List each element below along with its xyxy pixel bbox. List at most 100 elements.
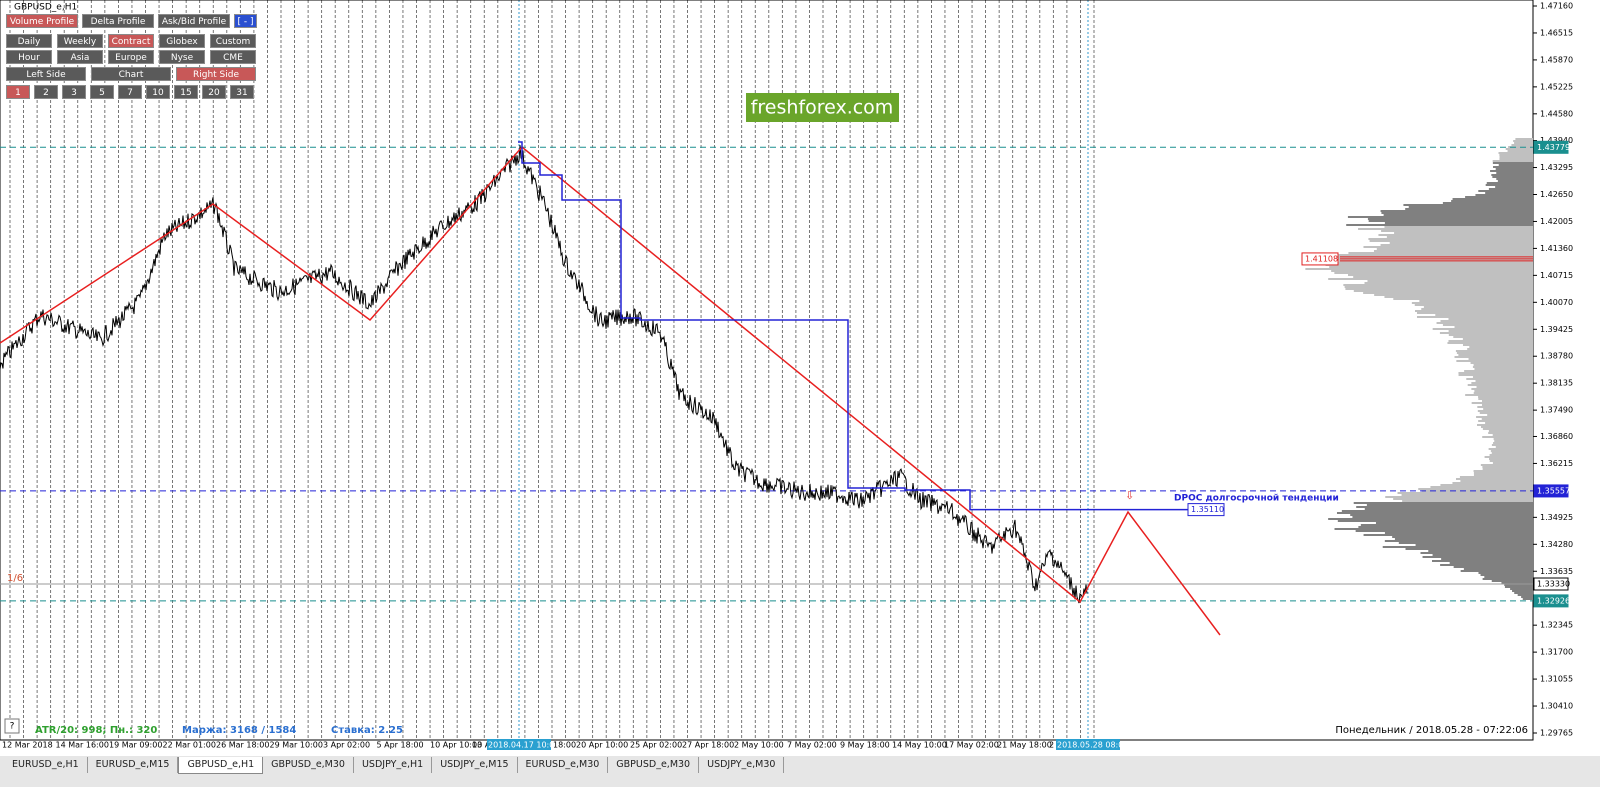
volume-profile-bar <box>1421 308 1533 310</box>
chart-tab[interactable]: EURUSD_e,M30 <box>518 757 609 773</box>
volume-profile-bar <box>1492 160 1533 162</box>
toolbar-button[interactable]: Right Side <box>176 67 256 81</box>
volume-profile-bar <box>1472 376 1533 378</box>
price-tick-label: 1.31055 <box>1540 675 1573 684</box>
volume-profile-bar <box>1393 498 1533 500</box>
volume-profile-bar <box>1497 180 1533 182</box>
price-tick-label: 1.41360 <box>1540 244 1573 253</box>
toolbar-button[interactable]: Hour <box>6 50 52 64</box>
volume-profile-bar <box>1471 402 1533 404</box>
toolbar-button[interactable]: Europe <box>108 50 154 64</box>
chart-tab[interactable]: GBPUSD_e,H1 <box>178 757 264 774</box>
time-label: 10 Apr 10:00 <box>430 741 482 750</box>
chart-tab[interactable]: GBPUSD_e,M30 <box>608 757 700 773</box>
volume-profile-bar <box>1474 390 1533 392</box>
chart-tab[interactable]: USDJPY_e,M30 <box>699 757 785 773</box>
volume-profile-bar <box>1454 326 1533 328</box>
volume-profile-bar <box>1482 428 1533 430</box>
toolbar-button[interactable]: Daily <box>6 34 52 48</box>
toolbar-button[interactable]: Ask/Bid Profile <box>158 14 230 28</box>
price-tick-label: 1.43295 <box>1540 163 1573 172</box>
volume-profile-bar <box>1478 420 1533 422</box>
chart-tab[interactable]: EURUSD_e,H1 <box>4 757 88 773</box>
volume-profile-bar <box>1495 168 1533 170</box>
toolbar-button[interactable]: 1 <box>6 85 30 99</box>
time-label: 3 Apr 02:00 <box>323 741 370 750</box>
volume-profile-bar <box>1482 468 1533 470</box>
chart-tab[interactable]: USDJPY_e,H1 <box>354 757 433 773</box>
chart-tab[interactable]: EURUSD_e,M15 <box>88 757 179 773</box>
price-level-label: 1.35557 <box>1537 486 1570 495</box>
volume-profile-bar <box>1488 432 1533 434</box>
time-highlight <box>1056 739 1120 750</box>
help-button[interactable] <box>4 718 20 734</box>
toolbar-button[interactable]: Contract <box>108 34 154 48</box>
volume-profile-bar <box>1505 148 1533 150</box>
volume-profile-bar <box>1491 580 1533 582</box>
toolbar-button[interactable]: 7 <box>118 85 142 99</box>
price-axis-bg <box>1534 0 1600 740</box>
volume-profile-bar <box>1458 374 1533 376</box>
dpoc-annotation: DPOC долгосрочной тенденции <box>1174 494 1339 504</box>
chart-tab[interactable]: USDJPY_e,M15 <box>432 757 518 773</box>
volume-profile-bar <box>1458 354 1533 356</box>
price-tick-label: 1.31700 <box>1540 648 1573 657</box>
volume-profile-bar <box>1494 440 1533 442</box>
toolbar-button[interactable]: Left Side <box>6 67 86 81</box>
volume-profile-bar <box>1421 490 1533 492</box>
volume-profile-bar <box>1475 194 1533 196</box>
volume-profile-bar <box>1480 464 1533 466</box>
help-label[interactable]: ? <box>10 722 15 732</box>
volume-profile-bar <box>1466 378 1533 380</box>
toolbar-button[interactable]: 31 <box>230 85 254 99</box>
time-label: 12 Mar 2018 <box>2 741 53 750</box>
volume-profile-bar <box>1393 298 1533 300</box>
volume-profile-bar <box>1495 446 1533 448</box>
toolbar-button[interactable]: 5 <box>90 85 114 99</box>
toolbar-button[interactable]: Chart <box>91 67 171 81</box>
toolbar-button[interactable]: Custom <box>210 34 256 48</box>
toolbar-button[interactable]: Nyse <box>159 50 205 64</box>
toolbar-button[interactable]: CME <box>210 50 256 64</box>
volume-profile-bar <box>1478 190 1533 192</box>
volume-profile-bar <box>1478 572 1533 574</box>
price-tick-label: 1.42650 <box>1540 190 1573 199</box>
toolbar-button[interactable]: 20 <box>202 85 226 99</box>
price-tick-label: 1.39425 <box>1540 325 1573 334</box>
toolbar-button[interactable]: [ - ] <box>234 14 257 28</box>
toolbar-button[interactable]: 10 <box>146 85 170 99</box>
toolbar-button[interactable]: 3 <box>62 85 86 99</box>
time-label: 25 Apr 02:00 <box>630 741 682 750</box>
volume-profile-bar <box>1480 574 1533 576</box>
toolbar-button[interactable]: Delta Profile <box>82 14 154 28</box>
price-tick-label: 1.30410 <box>1540 702 1573 711</box>
toolbar-button[interactable]: Asia <box>57 50 103 64</box>
volume-profile-bar <box>1470 362 1533 364</box>
toolbar-button[interactable]: Weekly <box>57 34 103 48</box>
volume-profile-bar <box>1441 558 1533 560</box>
volume-profile-bar <box>1489 460 1533 462</box>
chart-tab[interactable]: GBPUSD_e,M30 <box>263 757 354 773</box>
time-label: 14 Mar 16:00 <box>56 741 109 750</box>
volume-profile-bar <box>1482 466 1533 468</box>
toolbar-button[interactable]: 15 <box>174 85 198 99</box>
volume-profile-bar <box>1454 356 1533 358</box>
volume-profile-bar <box>1415 310 1533 312</box>
toolbar-button[interactable]: Volume Profile <box>6 14 78 28</box>
price-level-label: 1.33330 <box>1537 580 1570 589</box>
toolbar-button[interactable]: Globex <box>159 34 205 48</box>
price-tick-label: 1.34925 <box>1540 513 1573 522</box>
volume-profile-bar <box>1353 502 1533 504</box>
rate-status: Ставка: 2.25 <box>331 725 403 736</box>
volume-profile-bar <box>1419 300 1533 302</box>
volume-profile-bar <box>1488 430 1533 432</box>
toolbar-button[interactable]: 2 <box>34 85 58 99</box>
volume-profile-bar <box>1385 496 1533 498</box>
volume-profile-bar <box>1498 164 1533 166</box>
volume-profile-bar <box>1511 144 1533 146</box>
volume-profile-bar <box>1348 252 1533 254</box>
price-tick-label: 1.42005 <box>1540 217 1573 226</box>
price-level-box <box>1533 577 1569 591</box>
